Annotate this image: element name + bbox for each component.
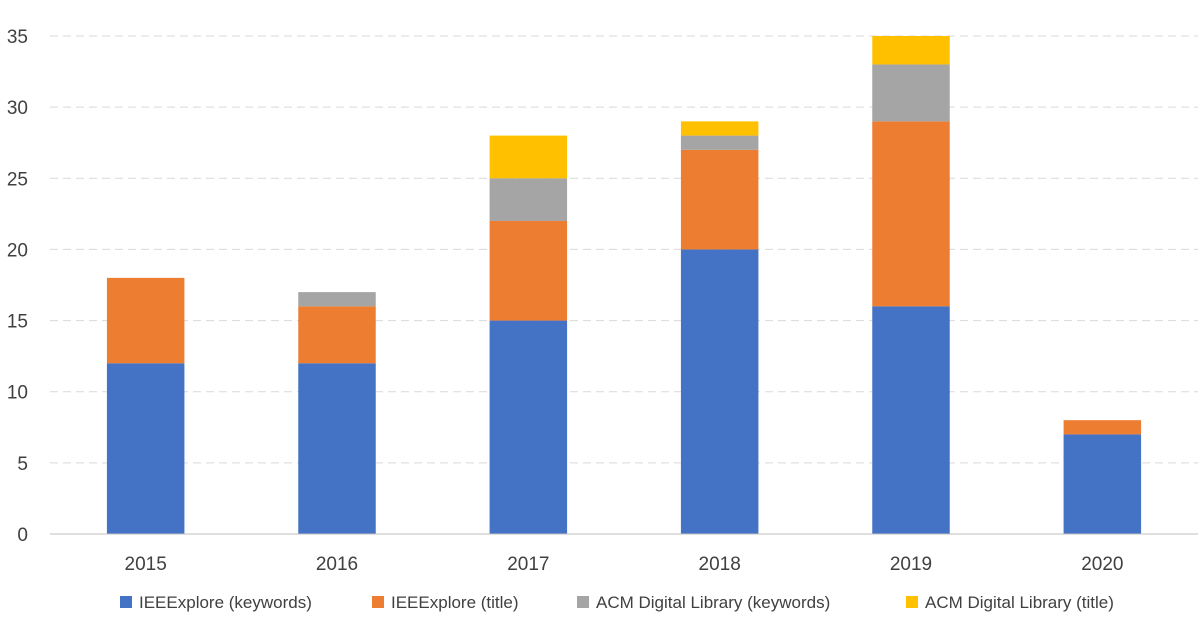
x-tick-label: 2020 bbox=[1081, 554, 1123, 575]
bar-segment-2017-series-3 bbox=[489, 135, 568, 179]
x-tick-label: 2015 bbox=[125, 554, 167, 575]
bar-segment-2018-series-3 bbox=[680, 121, 759, 136]
y-tick-label: 0 bbox=[17, 525, 28, 546]
bar-segment-2015-series-0 bbox=[106, 363, 185, 534]
legend-label: ACM Digital Library (keywords) bbox=[596, 593, 830, 612]
y-tick-label: 15 bbox=[7, 312, 28, 333]
y-tick-label: 5 bbox=[17, 454, 28, 475]
legend-swatch bbox=[577, 596, 589, 608]
y-tick-label: 35 bbox=[7, 27, 28, 48]
bar-segment-2018-series-0 bbox=[680, 249, 759, 534]
legend-swatch bbox=[372, 596, 384, 608]
bar-segment-2016-series-2 bbox=[298, 292, 376, 307]
y-tick-label: 25 bbox=[7, 169, 28, 190]
bar-segment-2018-series-2 bbox=[680, 135, 759, 150]
bar-segment-2019-series-0 bbox=[872, 306, 950, 534]
x-tick-label: 2017 bbox=[507, 554, 549, 575]
legend-label: IEEExplore (title) bbox=[391, 593, 519, 612]
bar-segment-2017-series-0 bbox=[489, 320, 568, 534]
bar-segment-2019-series-3 bbox=[872, 36, 950, 65]
bar-segment-2019-series-2 bbox=[872, 64, 950, 122]
y-axis-tick-labels: 0 5 10 15 20 25 30 35 bbox=[7, 27, 28, 546]
y-tick-label: 10 bbox=[7, 383, 28, 404]
bar-segment-2015-series-1 bbox=[106, 277, 185, 364]
bar-segment-2020-series-1 bbox=[1063, 420, 1142, 435]
bar-segment-2016-series-1 bbox=[298, 306, 376, 364]
bars bbox=[106, 36, 1142, 534]
x-axis-tick-labels: 2015 2016 2017 2018 2019 2020 bbox=[125, 554, 1124, 575]
legend-label: ACM Digital Library (title) bbox=[925, 593, 1114, 612]
bar-segment-2017-series-2 bbox=[489, 178, 568, 221]
y-tick-label: 20 bbox=[7, 240, 28, 261]
legend: IEEExplore (keywords) IEEExplore (title) A… bbox=[120, 593, 1114, 612]
y-tick-label: 30 bbox=[7, 98, 28, 119]
bar-segment-2018-series-1 bbox=[680, 149, 759, 250]
bar-segment-2016-series-0 bbox=[298, 363, 376, 534]
legend-swatch bbox=[120, 596, 132, 608]
gridlines bbox=[50, 35, 1198, 464]
legend-swatch bbox=[906, 596, 918, 608]
bar-segment-2019-series-1 bbox=[872, 121, 950, 307]
x-tick-label: 2019 bbox=[890, 554, 932, 575]
bar-segment-2020-series-0 bbox=[1063, 434, 1142, 534]
bar-segment-2017-series-1 bbox=[489, 220, 568, 321]
x-tick-label: 2016 bbox=[316, 554, 358, 575]
legend-label: IEEExplore (keywords) bbox=[139, 593, 312, 612]
x-tick-label: 2018 bbox=[699, 554, 741, 575]
